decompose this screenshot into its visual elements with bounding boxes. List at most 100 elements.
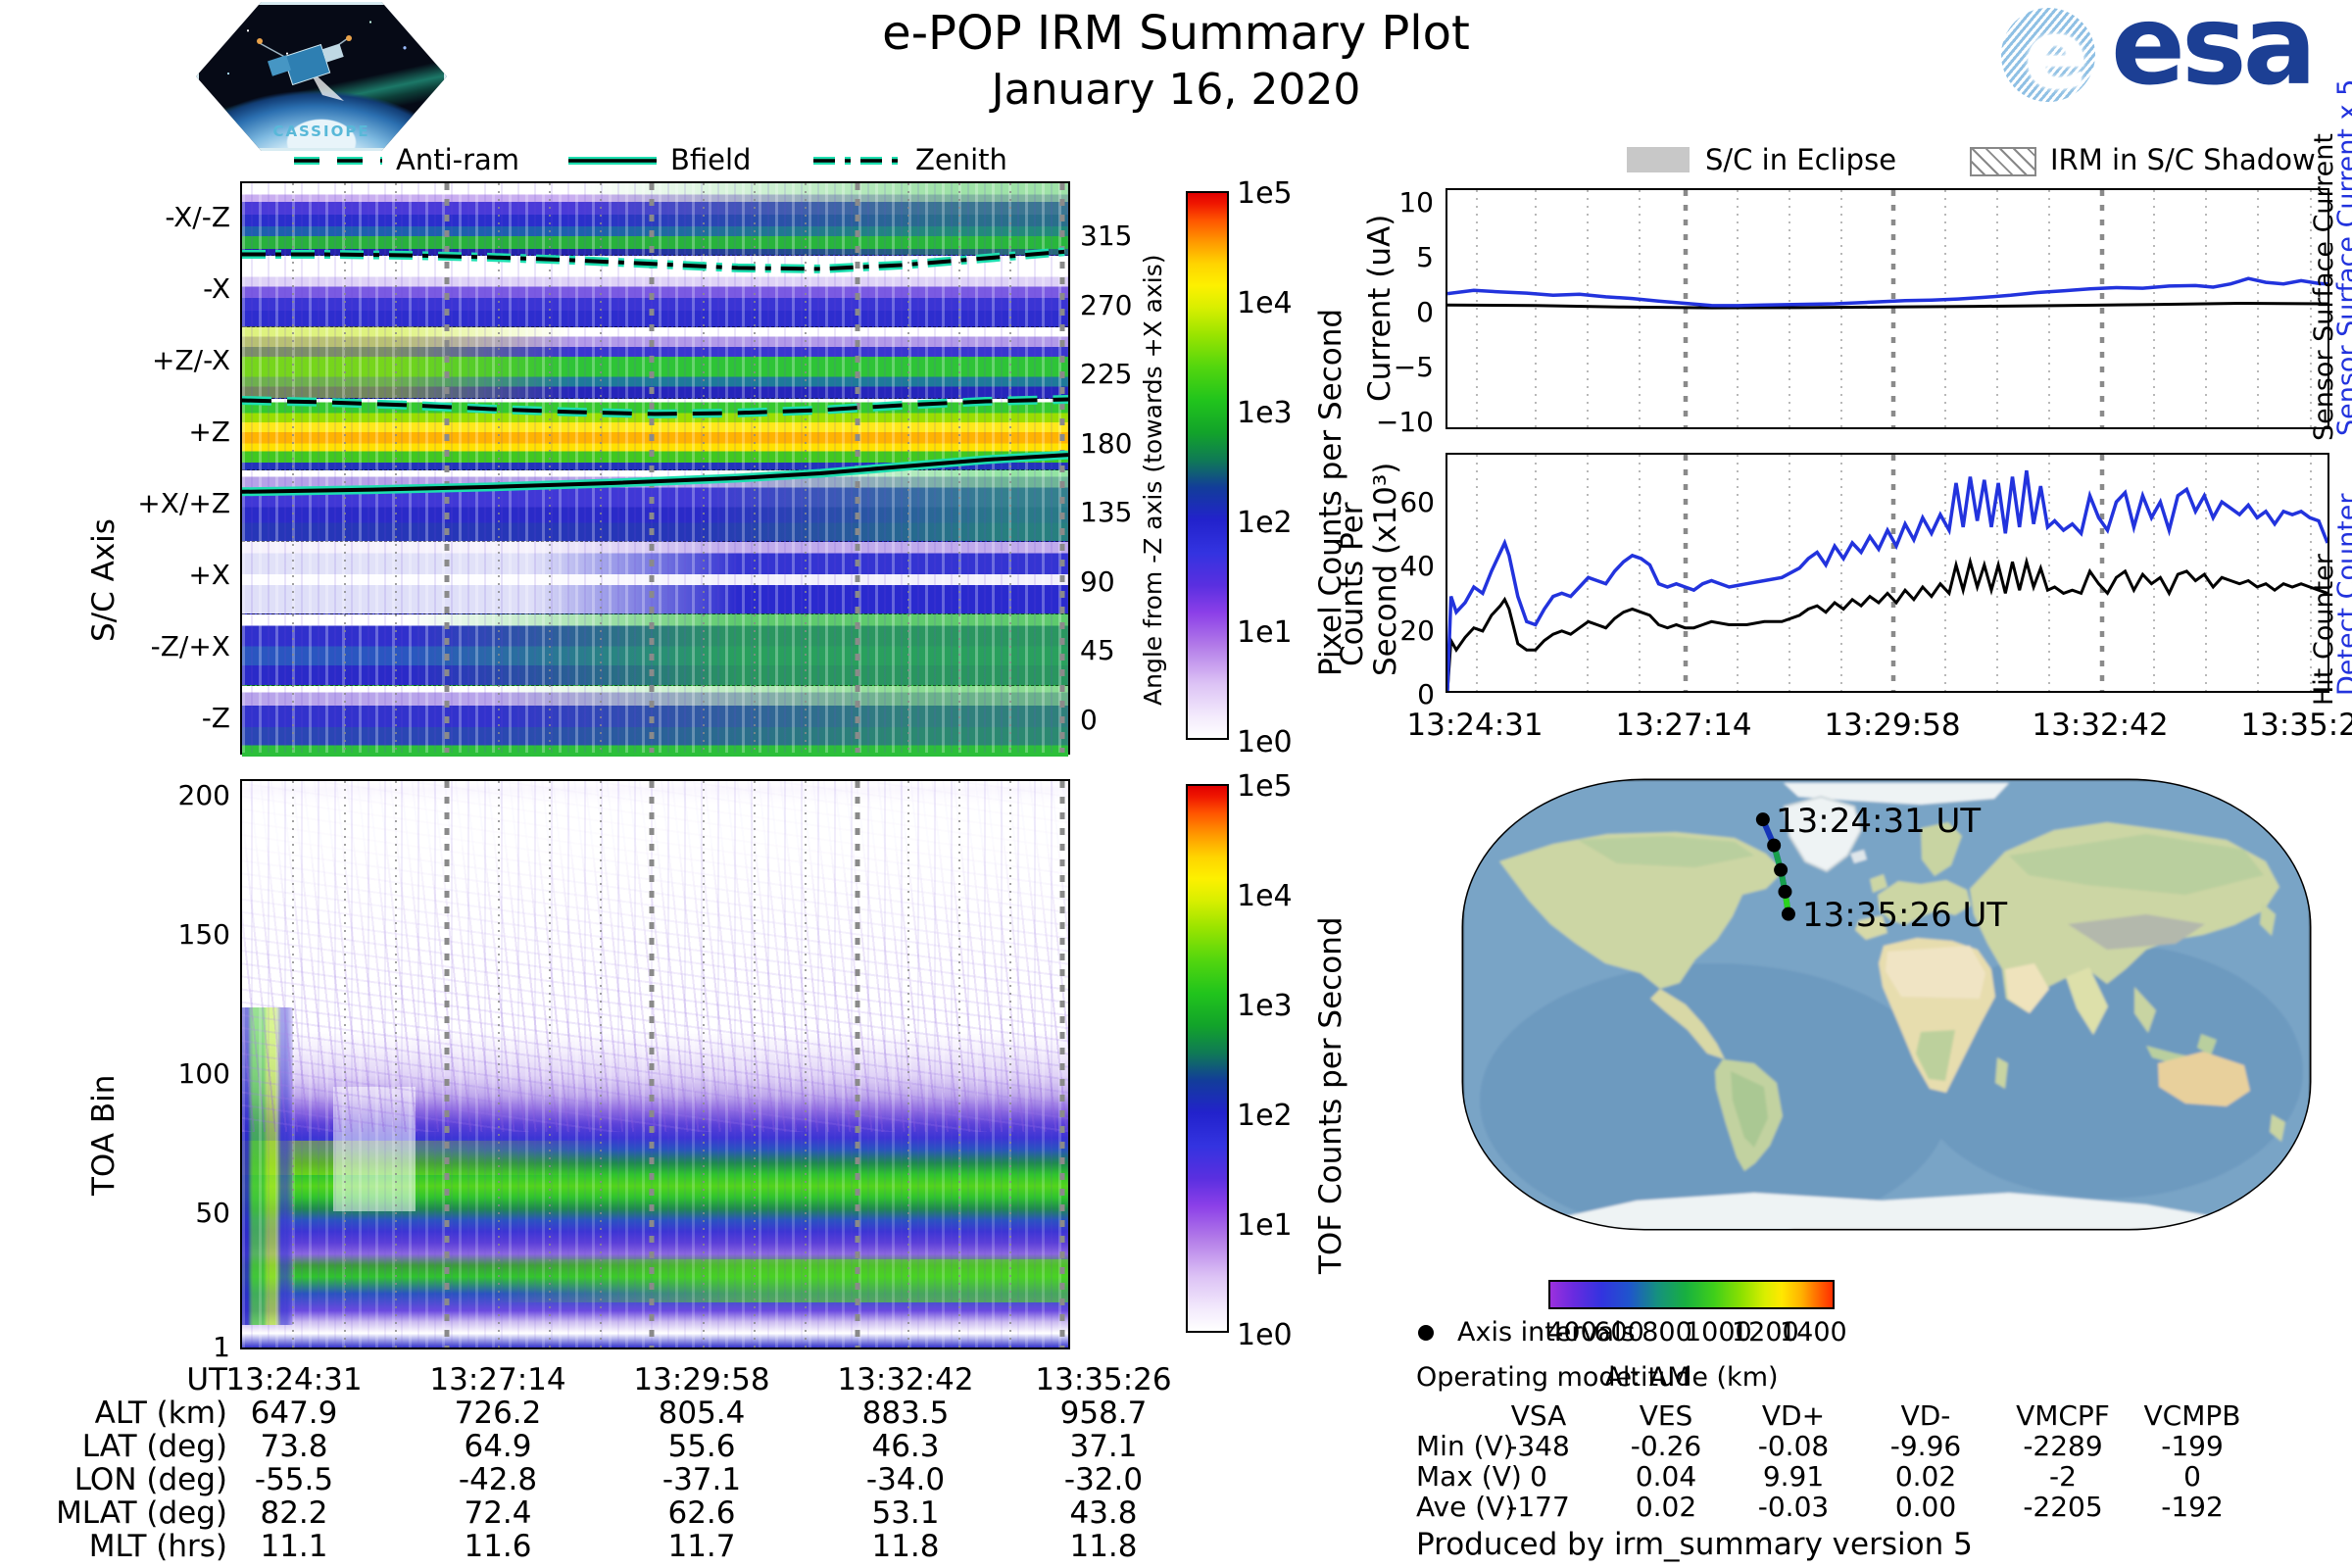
sc-band-label-6: -Z/+X <box>150 630 230 662</box>
eph-cell: 43.8 <box>1069 1495 1138 1531</box>
altitude-bar-title: Altitude (km) <box>1604 1362 1779 1393</box>
toa-speckle-noise <box>242 781 1068 1133</box>
sc-axis-grid-and-overlays <box>242 183 1068 753</box>
vt-cell: 9.91 <box>1762 1460 1825 1493</box>
eph-row-label: MLT (hrs) <box>88 1529 227 1564</box>
eph-cell: 55.6 <box>667 1429 736 1464</box>
vt-row-label: Ave (V) <box>1416 1491 1516 1523</box>
eclipse-filled-swatch-icon <box>1627 147 1690 172</box>
eph-cell: -37.1 <box>662 1462 742 1497</box>
cb2-tick-1e3: 1e3 <box>1237 989 1293 1023</box>
sc-band-row <box>242 183 1068 256</box>
alt-tick-1200: 1200 <box>1732 1317 1799 1348</box>
operating-mode-label: Operating mode: AM <box>1416 1362 1690 1393</box>
angle-tick-0: 0 <box>1080 704 1098 736</box>
bfield-overlay-line <box>242 450 1068 497</box>
voltage-table: VSA VES VD+ VD- VMCPF VCMPB Min (V) -348… <box>1416 1399 2318 1527</box>
vt-row-label: Max (V) <box>1416 1460 1522 1493</box>
eph-cell: 13:27:14 <box>429 1362 566 1397</box>
vt-cell: -0.26 <box>1630 1430 1702 1462</box>
eph-cell: 11.8 <box>871 1529 940 1564</box>
sc-band-label-1: -X <box>203 272 230 305</box>
eph-cell: 647.9 <box>250 1396 338 1431</box>
antiram-dashed-line-icon <box>294 157 382 165</box>
vt-cell: -0.03 <box>1757 1491 1830 1523</box>
eph-cell: 726.2 <box>454 1396 542 1431</box>
zenith-legend-label: Zenith <box>915 143 1007 176</box>
vt-row-label: Min (V) <box>1416 1430 1514 1462</box>
eph-cell: 11.1 <box>260 1529 328 1564</box>
cb1-tick-1e0: 1e0 <box>1237 725 1293 760</box>
eph-cell: -32.0 <box>1063 1462 1144 1497</box>
patch-stars-decoration <box>199 5 444 148</box>
time-tick-3: 13:32:42 <box>2032 708 2169 743</box>
time-tick-4: 13:35:26 <box>2240 708 2352 743</box>
hit-counter-line <box>1447 556 2328 691</box>
cb1-tick-1e1: 1e1 <box>1237 615 1293 650</box>
angle-tick-315: 315 <box>1080 220 1133 252</box>
cb2-tick-1e0: 1e0 <box>1237 1318 1293 1352</box>
eclipse-legend: S/C in Eclipse IRM in S/C Shadow <box>1627 143 2352 178</box>
altitude-colorbar <box>1548 1280 1835 1309</box>
eph-cell: 958.7 <box>1059 1396 1148 1431</box>
cb2-title: TOF Counts per Second <box>1313 916 1348 1274</box>
counts-ytick-20: 20 <box>1399 614 1435 647</box>
vt-cell: 0 <box>2183 1460 2201 1493</box>
eph-cell: 13:32:42 <box>837 1362 974 1397</box>
sc-band-row <box>242 326 1068 399</box>
alt-tick-400: 400 <box>1546 1317 1597 1348</box>
sc-band-label-0: -X/-Z <box>165 201 230 233</box>
vt-cell: -177 <box>1507 1491 1570 1523</box>
page-title: e-POP IRM Summary Plot <box>882 6 1470 61</box>
current-ytick-5: 5 <box>1416 241 1434 273</box>
angle-tick-90: 90 <box>1080 565 1115 598</box>
cb1-tick-1e5: 1e5 <box>1237 176 1293 211</box>
cb1-tick-1e3: 1e3 <box>1237 396 1293 430</box>
vt-col-header: VES <box>1639 1399 1693 1432</box>
eph-cell: 72.4 <box>464 1495 532 1531</box>
eph-cell: -55.5 <box>254 1462 334 1497</box>
current-ytick-0: 0 <box>1416 296 1434 328</box>
bfield-solid-line-icon <box>568 157 657 165</box>
eph-row-label: LON (deg) <box>74 1462 227 1497</box>
toa-bright-core-left <box>242 1141 614 1175</box>
sensor-surface-current-x5-line <box>1447 276 2328 308</box>
eph-cell: 64.9 <box>464 1429 532 1464</box>
angle-tick-45: 45 <box>1080 634 1115 666</box>
toa-tick-150: 150 <box>177 918 230 951</box>
time-tick-0: 13:24:31 <box>1406 708 1544 743</box>
eph-cell: 13:35:26 <box>1035 1362 1172 1397</box>
current-right-label-black: Sensor Surface Current <box>2309 133 2339 441</box>
cb1-tick-1e4: 1e4 <box>1237 286 1293 320</box>
axis-interval-dot-icon <box>1418 1325 1434 1341</box>
vt-cell: -199 <box>2161 1430 2224 1462</box>
pixel-counts-colorbar <box>1186 191 1229 740</box>
toa-noise-texture <box>242 781 1068 1348</box>
vt-cell: -2 <box>2049 1460 2077 1493</box>
eph-cell: 11.7 <box>667 1529 736 1564</box>
vt-cell: 0.00 <box>1894 1491 1957 1523</box>
eph-cell: 37.1 <box>1069 1429 1138 1464</box>
satellite-icon <box>257 35 352 101</box>
vt-cell: -2289 <box>2023 1430 2103 1462</box>
patch-caption: CASSIOPE <box>272 122 370 140</box>
vt-col-header: VCMPB <box>2143 1399 2241 1432</box>
current-ytick-10: 10 <box>1398 186 1434 219</box>
cb2-tick-1e5: 1e5 <box>1237 769 1293 804</box>
alt-tick-600: 600 <box>1593 1317 1644 1348</box>
shadow-legend-label: IRM in S/C Shadow <box>2050 143 2316 176</box>
detect-counter-line <box>1447 469 2328 691</box>
toa-gridlines <box>292 781 1065 1348</box>
counts-plot <box>1446 453 2329 693</box>
ephemeris-table: UT ALT (km) LAT (deg) LON (deg) MLAT (de… <box>0 1362 1264 1568</box>
vt-cell: -348 <box>1507 1430 1570 1462</box>
cb2-tick-1e4: 1e4 <box>1237 879 1293 913</box>
eph-row-label: LAT (deg) <box>81 1429 227 1464</box>
tof-counts-colorbar <box>1186 784 1229 1333</box>
sc-band-label-4: +X/+Z <box>137 487 230 519</box>
current-plot <box>1446 188 2329 429</box>
eph-cell: 11.8 <box>1069 1529 1138 1564</box>
angle-tick-180: 180 <box>1080 427 1133 460</box>
toa-tick-100: 100 <box>177 1057 230 1090</box>
angle-tick-270: 270 <box>1080 289 1133 321</box>
